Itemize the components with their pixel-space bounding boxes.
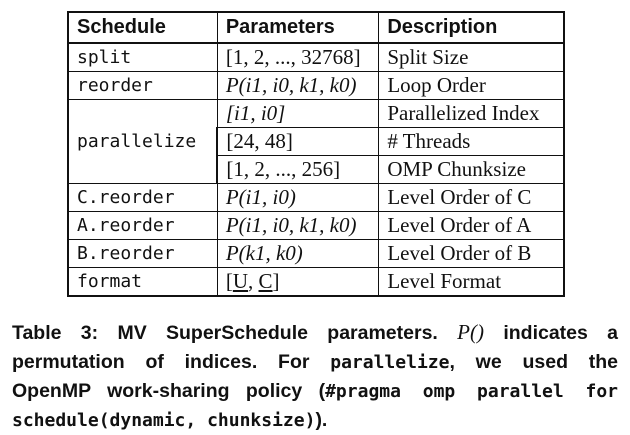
caption-text: OpenMP work-sharing policy ( [12, 380, 326, 402]
caption-text: ). [315, 409, 328, 431]
table-row: parallelize [i1, i0] Parallelized Index [66, 99, 566, 184]
table-row: split [1, 2, ..., 32768] Split Size [66, 42, 566, 72]
parameters-cell: [1, 2, ..., 32768] [216, 42, 380, 72]
header-description: Description [378, 11, 566, 44]
parameters-cell: P(i1, i0, k1, k0) [216, 211, 380, 240]
schedule-cell: reorder [66, 71, 218, 100]
caption-line: permutation of indices. For parallelize,… [12, 348, 618, 377]
schedule-cell: split [66, 42, 218, 72]
description-cell: Parallelized Index [378, 99, 566, 128]
description-cell: OMP Chunksize [378, 155, 566, 184]
description-cell: Level Order of C [378, 183, 566, 212]
schedule-cell: parallelize [66, 99, 218, 184]
caption-permutation-symbol: P() [457, 320, 484, 344]
parameters-cell: [i1, i0] [216, 99, 380, 128]
table-row: reorder P(i1, i0, k1, k0) Loop Order [66, 71, 566, 100]
caption-line: OpenMP work-sharing policy (#pragma omp … [12, 377, 618, 406]
table-row: [24, 48] # Threads [68, 127, 566, 156]
description-cell: Level Format [378, 267, 566, 297]
parameters-cell: [24, 48] [216, 127, 380, 156]
description-cell: Loop Order [378, 71, 566, 100]
description-cell: Level Order of B [378, 239, 566, 268]
description-cell: # Threads [378, 127, 566, 156]
level-format-letter: C [258, 269, 273, 293]
table-caption: Table 3: MV SuperSchedule parameters. P(… [12, 318, 618, 435]
level-format-letter: U [232, 269, 249, 293]
parameters-table: Schedule Parameters Description split [1… [66, 11, 566, 297]
caption-text: , we used the [449, 351, 619, 373]
schedule-cell: A.reorder [66, 211, 218, 240]
parameters-cell: [U, C] [216, 267, 380, 297]
caption-text: permutation of indices. For [12, 351, 310, 373]
caption-code: #pragma omp parallel for [325, 381, 619, 402]
table-row: A.reorder P(i1, i0, k1, k0) Level Order … [66, 211, 566, 240]
caption-title: Table 3: MV SuperSchedule parameters. [12, 322, 438, 344]
caption-line: schedule(dynamic, chunksize)). [12, 406, 618, 435]
caption-code: parallelize [330, 352, 450, 373]
parameters-cell: P(i1, i0, k1, k0) [216, 71, 380, 100]
schedule-cell: C.reorder [66, 183, 218, 212]
parameters-cell: [1, 2, ..., 256] [216, 155, 380, 184]
table-row: C.reorder P(i1, i0) Level Order of C [66, 183, 566, 212]
caption-text: indicates a [503, 322, 619, 344]
table-header-row: Schedule Parameters Description [66, 11, 566, 44]
caption-line: Table 3: MV SuperSchedule parameters. P(… [12, 318, 618, 348]
description-cell: Level Order of A [378, 211, 566, 240]
parameters-cell: P(i1, i0) [216, 183, 380, 212]
header-schedule: Schedule [66, 11, 218, 44]
header-parameters: Parameters [216, 11, 380, 44]
table-row: format [U, C] Level Format [66, 267, 566, 297]
caption-code: schedule(dynamic, chunksize) [12, 410, 316, 431]
description-cell: Split Size [378, 42, 566, 72]
schedule-cell: format [66, 267, 218, 297]
table-row: B.reorder P(k1, k0) Level Order of B [66, 239, 566, 268]
parameters-cell: P(k1, k0) [216, 239, 380, 268]
schedule-cell: B.reorder [66, 239, 218, 268]
